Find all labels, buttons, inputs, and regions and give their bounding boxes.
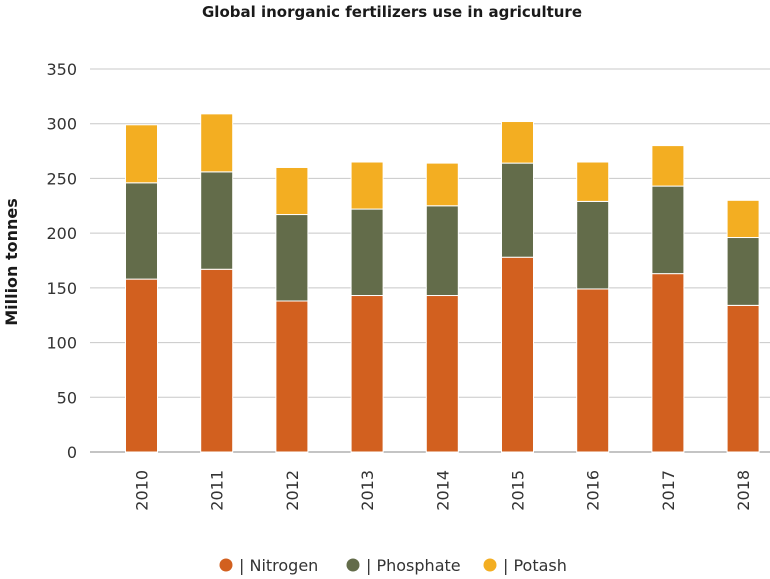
legend-item-potash: | Potash [483,556,567,575]
legend: | Nitrogen | Phosphate | Potash [219,556,567,575]
bar-segment-nitrogen-2017 [651,273,685,453]
legend-swatch [219,558,233,572]
x-tick-label: 2018 [734,470,753,511]
bar-segment-nitrogen-2011 [200,268,234,453]
bar-segment-phosphate-2012 [275,214,309,302]
legend-item-nitrogen: | Nitrogen [219,556,318,575]
x-tick-label: 2012 [283,470,302,511]
bar-segment-potash-2013 [350,161,384,210]
y-tick-label: 350 [46,60,77,79]
bar-segment-phosphate-2018 [726,237,760,306]
bar-segment-nitrogen-2012 [275,300,309,453]
bar-segment-phosphate-2010 [125,182,158,280]
y-tick-label: 250 [46,169,77,188]
y-tick-label: 100 [46,334,77,353]
chart-title: Global inorganic fertilizers use in agri… [202,3,582,21]
y-tick-label: 150 [46,279,77,298]
bar-segment-phosphate-2013 [350,208,384,297]
bar-segment-nitrogen-2018 [726,304,760,453]
legend-label: | Phosphate [366,556,461,575]
y-tick-label: 200 [46,224,77,243]
legend-label: | Nitrogen [239,556,318,575]
y-tick-label: 0 [67,443,77,462]
bars [125,113,760,453]
y-tick-labels: 0 50 100 150 200 250 300 350 [46,60,77,462]
bar-segment-potash-2012 [275,166,309,216]
bar-segment-potash-2015 [501,121,534,164]
x-tick-label: 2016 [584,470,603,511]
legend-label: | Potash [503,556,567,575]
bar-segment-phosphate-2017 [651,185,685,275]
bar-segment-nitrogen-2016 [576,288,610,453]
x-tick-label: 2015 [509,470,528,511]
bar-segment-potash-2010 [125,124,158,184]
bar-segment-potash-2016 [576,161,610,202]
y-tick-label: 50 [57,388,77,407]
bar-segment-potash-2014 [425,162,459,207]
bar-segment-nitrogen-2014 [425,295,459,453]
bar-segment-phosphate-2015 [501,162,534,258]
legend-item-phosphate: | Phosphate [346,556,461,575]
bar-segment-nitrogen-2010 [125,278,158,453]
bar-segment-phosphate-2011 [200,171,234,270]
y-tick-label: 300 [46,115,77,134]
x-tick-label: 2011 [208,470,227,511]
x-tick-label: 2014 [433,470,452,511]
bar-segment-potash-2018 [726,199,760,239]
bar-segment-phosphate-2014 [425,205,459,297]
legend-swatch [483,558,497,572]
x-tick-label: 2010 [133,470,152,511]
y-axis-label: Million tonnes [2,198,21,326]
bar-segment-potash-2011 [200,113,234,173]
bar-segment-phosphate-2016 [576,200,610,290]
bar-segment-nitrogen-2015 [501,256,534,453]
x-tick-labels: 2010 2011 2012 2013 2014 2015 2016 2017 2018 [133,470,754,511]
bar-segment-potash-2017 [651,145,685,187]
legend-swatch [346,558,360,572]
x-tick-label: 2013 [358,470,377,511]
bar-segment-nitrogen-2013 [350,295,384,453]
x-tick-label: 2017 [659,470,678,511]
